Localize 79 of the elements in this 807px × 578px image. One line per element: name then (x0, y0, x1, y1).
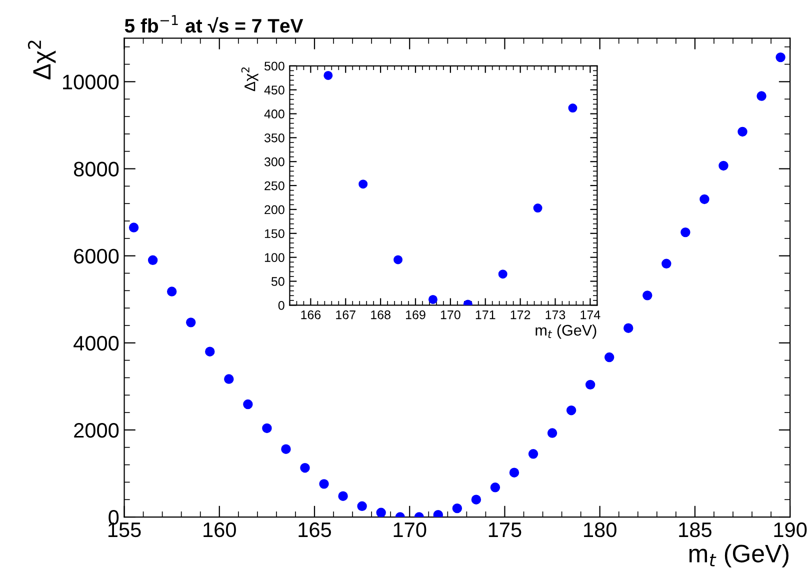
x-tick-label: 173 (546, 310, 566, 320)
x-tick-label: 165 (298, 522, 332, 538)
point (604, 352, 614, 362)
point (166, 286, 177, 296)
x-axis-title: m$_{t}$ (GeV) (536, 324, 596, 339)
point (680, 227, 690, 238)
x-tick-label: 166 (301, 310, 321, 320)
point (338, 491, 348, 501)
y-tick-label: 150 (264, 229, 284, 238)
y-tick-label: 50 (271, 277, 284, 286)
point (642, 290, 652, 300)
x-tick-label: 169 (406, 310, 426, 320)
point (566, 406, 576, 416)
point (357, 501, 367, 511)
point (394, 255, 403, 264)
point (490, 482, 500, 492)
point (509, 468, 520, 478)
x-tick-label: 168 (371, 310, 390, 320)
point (281, 444, 291, 454)
x-tick-label: 160 (204, 522, 236, 538)
x-tick-label: 180 (584, 522, 616, 538)
y-axis-title: Δχ$^{2}$ (241, 67, 258, 92)
y-tick-label: 8000 (74, 162, 119, 177)
point (376, 508, 386, 518)
point (358, 180, 368, 189)
y-tick-label: 300 (264, 157, 284, 166)
y-tick-label: 100 (264, 253, 284, 262)
point (624, 323, 634, 333)
point (319, 479, 329, 489)
point (585, 380, 596, 390)
point (224, 374, 234, 384)
point (452, 503, 462, 514)
x-tick-label: 155 (108, 522, 141, 538)
x-tick-label: 170 (440, 310, 460, 320)
point (324, 70, 333, 80)
y-tick-label: 250 (264, 181, 284, 190)
x-tick-label: 167 (336, 310, 356, 320)
y-tick-label: 400 (264, 110, 284, 118)
point (428, 294, 438, 304)
point (776, 52, 786, 62)
point (262, 423, 272, 434)
point (148, 255, 158, 266)
x-tick-label: 172 (510, 310, 530, 320)
point (662, 258, 672, 269)
y-axis-title: Δχ$^{2}$ (28, 40, 56, 80)
chart-title: 5 fb$^{−1}$ at √s = 7 TeV (124, 15, 304, 33)
point (471, 494, 482, 504)
point (498, 270, 508, 279)
x-axis-title: m$_{t}$ (GeV) (689, 544, 788, 568)
point (756, 91, 766, 101)
y-tick-label: 450 (264, 86, 284, 94)
y-tick-label: 6000 (74, 248, 119, 264)
y-tick-label: 200 (264, 205, 284, 214)
point (300, 462, 310, 473)
x-tick-label: 170 (394, 522, 426, 538)
y-tick-label: 10000 (63, 74, 119, 90)
point (533, 204, 542, 213)
point (205, 346, 215, 356)
y-tick-label: 2000 (74, 422, 119, 438)
y-tick-label: 4000 (74, 336, 119, 351)
point (186, 318, 196, 328)
x-tick-label: 174 (580, 310, 600, 320)
x-tick-label: 171 (476, 310, 496, 320)
x-tick-label: 185 (679, 522, 712, 538)
point (547, 428, 558, 438)
point (243, 399, 253, 410)
x-tick-label: 190 (774, 522, 807, 538)
point (568, 104, 578, 113)
point (528, 449, 538, 459)
point (128, 222, 139, 232)
point (738, 126, 748, 137)
point (433, 510, 444, 518)
y-tick-label: 0 (108, 510, 119, 525)
x-tick-label: 175 (488, 522, 522, 538)
y-tick-label: 0 (278, 300, 284, 310)
point (718, 160, 728, 171)
y-tick-label: 500 (264, 62, 284, 71)
y-tick-label: 350 (264, 133, 284, 142)
point (700, 194, 710, 204)
